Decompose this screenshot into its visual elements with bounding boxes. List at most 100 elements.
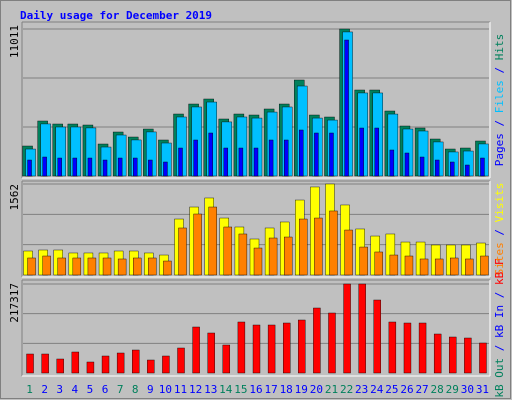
bar: [253, 247, 263, 276]
bar: [238, 233, 248, 276]
bar: [374, 127, 379, 177]
bar: [71, 351, 80, 374]
x-tick-label: 27: [415, 383, 428, 396]
bar: [433, 333, 442, 374]
legend: Sites / Visits: [493, 183, 506, 276]
bar: [223, 147, 229, 177]
bar: [329, 210, 338, 276]
bar: [268, 139, 274, 177]
bar: [299, 218, 308, 276]
legend-entry: kB In: [493, 305, 506, 338]
bar: [298, 319, 306, 374]
bar: [193, 213, 202, 276]
bar: [329, 132, 334, 177]
x-tick-label: 16: [249, 383, 262, 396]
x-tick-label: 10: [159, 383, 172, 396]
bar: [27, 159, 32, 177]
bar: [449, 336, 457, 374]
bar: [359, 246, 368, 276]
bar: [479, 342, 487, 374]
bar: [117, 258, 127, 276]
legend: kB Out / kB In / kB F: [493, 258, 506, 397]
bar: [404, 255, 414, 276]
x-tick-label: 5: [87, 383, 94, 396]
x-tick-label: 17: [264, 383, 277, 396]
bar: [419, 156, 425, 177]
bar: [133, 257, 142, 276]
bar: [163, 260, 172, 276]
bar: [464, 337, 472, 374]
bar: [26, 353, 34, 374]
bar: [450, 161, 455, 177]
bar: [193, 139, 198, 177]
bar: [41, 353, 49, 374]
bar: [178, 147, 183, 177]
y-tick-label: 11011: [8, 25, 21, 58]
bar: [480, 255, 489, 276]
bar: [87, 257, 97, 276]
bar: [418, 322, 427, 374]
legend-separator: /: [493, 285, 506, 305]
x-tick-label: 3: [56, 383, 63, 396]
bar: [163, 161, 168, 177]
bar: [404, 152, 410, 177]
bar: [238, 147, 244, 177]
x-tick-label: 31: [476, 383, 489, 396]
bar: [419, 258, 429, 276]
legend-entry: Visits: [493, 183, 506, 223]
bar: [314, 132, 319, 177]
bar: [358, 283, 366, 374]
bar: [42, 255, 51, 276]
bar: [313, 307, 321, 374]
y-tick-label: 1562: [8, 184, 21, 211]
bar: [344, 39, 349, 177]
legend-separator: /: [493, 338, 506, 358]
bar: [177, 347, 185, 374]
bar: [207, 332, 215, 374]
bar: [283, 139, 289, 177]
legend-entry: Sites: [493, 242, 506, 275]
bar: [116, 352, 125, 374]
bar: [72, 257, 82, 276]
bar: [72, 157, 78, 177]
bar: [434, 159, 440, 177]
bar: [344, 229, 353, 276]
bar: [102, 159, 108, 177]
bar: [283, 236, 293, 276]
bar: [117, 157, 123, 177]
bar: [465, 164, 470, 177]
bar: [389, 254, 399, 276]
x-tick-label: 14: [219, 383, 233, 396]
legend-entry: Pages: [493, 133, 506, 166]
bar: [101, 355, 110, 374]
chart-title: Daily usage for December 2019: [20, 9, 212, 22]
x-tick-label: 23: [355, 383, 368, 396]
bar: [388, 321, 397, 374]
x-tick-label: 9: [147, 383, 154, 396]
bar: [299, 129, 304, 177]
x-tick-label: 11: [174, 383, 187, 396]
bar: [343, 283, 351, 374]
x-tick-label: 7: [117, 383, 124, 396]
bar: [57, 257, 66, 276]
legend-entry: kB F: [493, 258, 506, 285]
bar: [178, 227, 187, 276]
x-tick-label: 15: [234, 383, 247, 396]
x-tick-label: 12: [189, 383, 202, 396]
bar: [282, 322, 291, 374]
bar: [359, 127, 364, 177]
bar: [147, 359, 155, 374]
x-tick-label: 6: [102, 383, 109, 396]
x-tick-label: 4: [72, 383, 79, 396]
x-tick-label: 13: [204, 383, 217, 396]
bar: [57, 157, 62, 177]
bar: [314, 217, 323, 276]
x-tick-label: 2: [41, 383, 48, 396]
bar: [480, 157, 485, 177]
bar: [328, 312, 336, 374]
bar: [374, 251, 383, 276]
x-tick-label: 21: [325, 383, 338, 396]
